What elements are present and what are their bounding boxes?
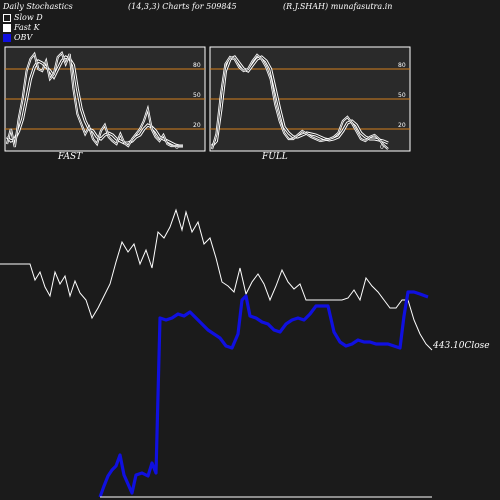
obv-swatch [3, 34, 11, 42]
fast-series-1 [6, 52, 183, 148]
legend-fast-k-label: Fast K [14, 23, 40, 32]
legend-slow-d: Slow D [3, 13, 43, 22]
fast-k-swatch [3, 24, 11, 32]
close-price-line [0, 208, 433, 351]
legend-obv: OBV [3, 33, 32, 42]
obv-line [98, 290, 429, 498]
full-tick-80: 80 [398, 62, 406, 69]
chart-params: (14,3,3) Charts for 509845 [128, 2, 237, 11]
full-series-0 [211, 56, 389, 147]
slow-d-swatch [3, 14, 11, 22]
panel-fast-label: FAST [58, 152, 83, 162]
fast-tick-20: 20 [193, 122, 201, 129]
chart-company: (R.J.SHAH) munafasutra.in [283, 2, 393, 11]
price-chart [0, 208, 433, 498]
fast-tick-0: 0 [175, 144, 179, 151]
full-tick-50: 50 [398, 92, 406, 99]
full-tick-0: 0 [380, 144, 384, 151]
fast-tick-80: 80 [193, 62, 201, 69]
legend-obv-label: OBV [14, 33, 33, 42]
full-series-1 [211, 54, 389, 150]
panel-fast: 80 50 20 0 [4, 46, 206, 152]
close-value-label: 443.10Close [433, 341, 490, 351]
panel-full: 80 50 20 0 [209, 46, 411, 152]
panel-full-label: FULL [262, 152, 288, 162]
fast-tick-50: 50 [193, 92, 201, 99]
full-tick-20: 20 [398, 122, 406, 129]
chart-title: Daily Stochastics [3, 2, 73, 11]
legend-slow-d-label: Slow D [14, 13, 43, 22]
legend-fast-k: Fast K [3, 23, 40, 32]
